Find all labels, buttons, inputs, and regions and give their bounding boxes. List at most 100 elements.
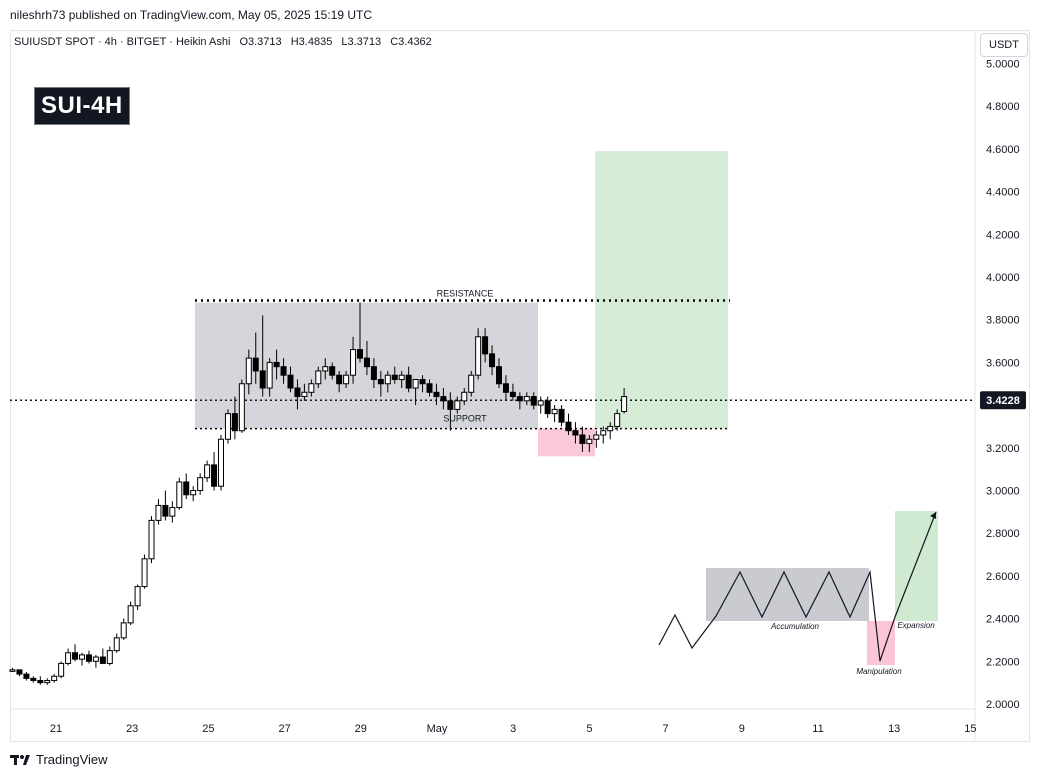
candle-body [593,434,600,440]
time-tick-label: 23 [126,723,138,735]
current-price-label: 3.4228 [986,395,1020,407]
candle [475,328,482,380]
candle [315,366,322,389]
symbol-badge: SUI-4H [34,87,130,125]
candle-body [377,378,384,385]
candles-layer [9,302,628,685]
time-tick-label: 27 [278,723,290,735]
candle [218,434,224,491]
candle [343,370,350,389]
time-tick-label: 7 [663,723,669,735]
time-tick-label: 21 [50,723,62,735]
candle-body [308,383,315,393]
candle-body [266,361,273,389]
price-tick-label: 2.0000 [986,699,1020,711]
ohlc-close: C3.4362 [390,36,432,48]
candle-body [79,654,85,660]
price-tick-label: 4.0000 [986,272,1020,284]
candle [468,370,475,397]
candle [308,379,315,397]
candle [336,370,343,393]
candle-body [92,656,99,662]
candle [551,405,558,423]
candle [162,490,169,521]
candle [440,388,447,410]
candle-body [405,374,412,389]
candle [190,486,197,502]
candle [461,388,468,406]
candle [523,392,530,406]
candle-body [475,336,482,376]
inset-diagram: Accumulation Manipulation Expansion [657,480,975,692]
candle-body [565,421,572,432]
candle [482,328,489,363]
candle [51,674,58,683]
candle-body [238,383,245,432]
candle-body [412,378,419,389]
candle [391,366,398,384]
time-tick-label: 25 [202,723,214,735]
candle [92,654,99,668]
candle [9,667,16,672]
candle [16,669,23,677]
chart-frame [10,30,1030,742]
candle [516,392,523,410]
levels-layer: RESISTANCE SUPPORT [10,288,975,430]
candle [607,422,614,440]
inset-expansion-box [895,511,938,621]
price-axis[interactable]: 5.0000 4.8000 4.6000 4.4000 4.2000 4.0000 3.80… [974,30,1026,742]
candle-body [502,383,509,393]
candle-body [65,652,72,664]
candle-body [294,387,301,398]
target-zone [595,151,728,429]
time-axis[interactable]: 21 23 25 27 29 May 3 5 7 9 11 13 15 [10,708,977,735]
candle [44,678,51,685]
price-tick-label: 3.0000 [986,486,1020,498]
time-tick-label: May [427,723,448,735]
candle [489,345,496,376]
candle-body [523,396,530,402]
candle [245,349,252,395]
candle-body [357,349,363,359]
stop-zone [538,428,595,457]
candle [579,426,586,453]
candle [614,409,621,431]
candle-body [454,400,461,410]
candle [148,516,155,564]
candle [287,366,294,393]
candle-body [197,477,204,492]
candle [419,375,426,393]
candle-body [447,400,454,410]
candle-body [433,391,440,398]
candle-body [211,464,218,487]
candle [496,358,502,389]
candle [155,499,162,525]
currency-button[interactable]: USDT [980,33,1028,57]
time-tick-label: 11 [812,723,823,735]
inset-manipulation-label: Manipulation [856,667,902,676]
footer-brand[interactable]: TradingView [10,752,108,767]
candle-body [551,408,558,415]
price-tick-label: 2.2000 [986,656,1020,668]
candle [231,396,238,440]
candle [544,396,551,418]
price-tick-label: 3.8000 [986,315,1020,327]
candle [113,633,120,653]
candle-body [141,558,148,588]
candle [350,336,357,384]
price-tick-label: 2.8000 [986,528,1020,540]
candle-body [231,413,238,432]
candle-body [489,353,496,368]
candle-body [259,370,266,389]
price-tick-label: 3.6000 [986,357,1020,369]
candle-body [30,677,37,682]
candle-body [190,490,197,496]
candle-body [183,481,190,496]
candle [273,349,280,380]
candle-body [579,434,586,445]
candle [572,422,579,444]
candle [72,644,79,662]
candle [600,426,607,444]
symbol-info[interactable]: SUIUSDT SPOT · 4h · BITGET · Heikin Ashi [14,36,231,48]
